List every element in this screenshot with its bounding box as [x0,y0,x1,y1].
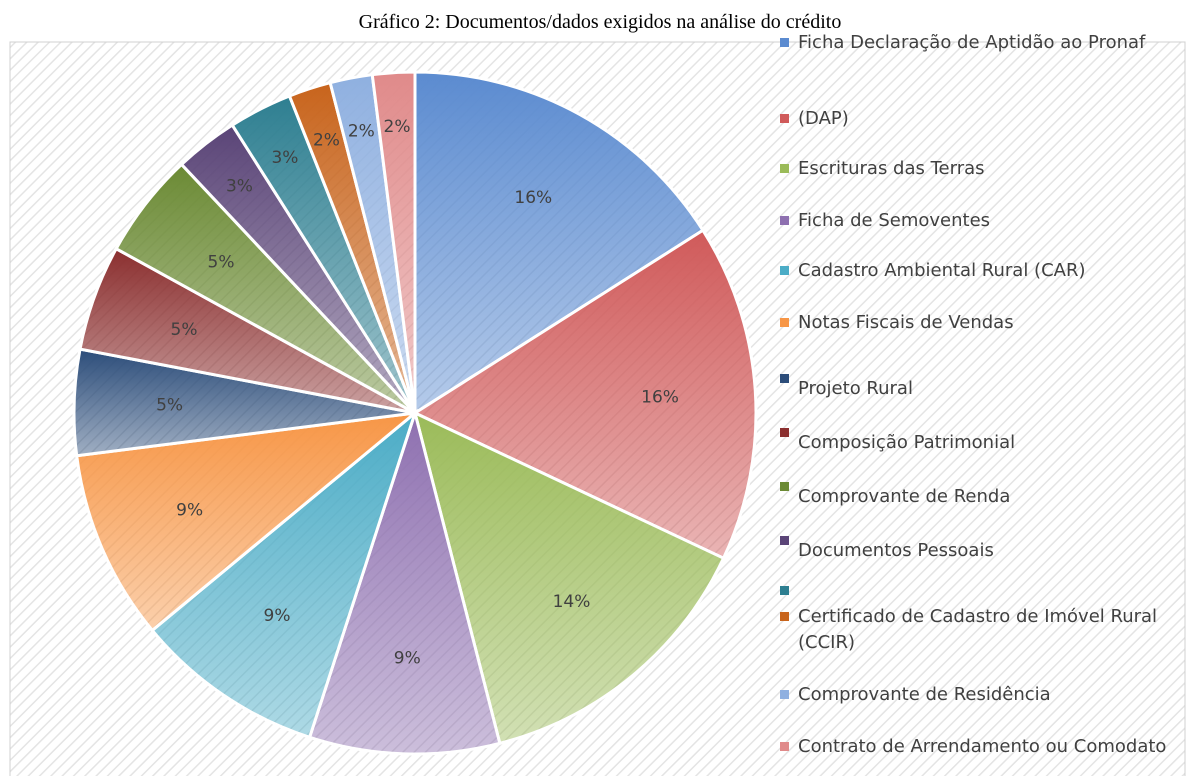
data-label: 5% [171,320,198,340]
legend-swatch [780,586,789,595]
legend-swatch [780,482,789,491]
legend-entry: Composição Patrimonial [780,420,1180,456]
legend-label: Documentos Pessoais [798,540,994,561]
legend-label: Comprovante de Residência [798,684,1051,705]
legend-label: Composição Patrimonial [798,432,1016,453]
data-label: 2% [384,117,411,137]
chart-title: Gráfico 2: Documentos/dados exigidos na … [359,11,842,33]
legend-entry: Projeto Rural [780,366,1180,402]
legend-label: Escrituras das Terras [798,158,985,179]
legend-swatch [780,690,789,699]
legend-swatch [780,742,789,751]
legend-entry: Notas Fiscais de Vendas [780,310,1180,336]
legend-swatch [780,318,789,327]
legend-entry: Comprovante de Residência [780,682,1180,708]
data-label: 9% [176,501,203,521]
data-label: 5% [156,395,183,415]
pie-slice [413,70,705,416]
data-label: 2% [313,131,340,151]
legend-label: Cadastro Ambiental Rural (CAR) [798,260,1086,281]
legend-entry: Cadastro Ambiental Rural (CAR) [780,258,1180,284]
legend-label: Certificado de Cadastro de Imóvel Rural … [798,606,1158,653]
legend-label: (DAP) [798,108,849,129]
legend-entry: Documentos Pessoais [780,528,1180,564]
pie-slice [412,410,726,746]
legend-swatch [780,114,789,123]
legend-swatch [780,374,789,383]
data-label: 9% [394,648,421,668]
legend-entry: Certificado de Cadastro de Imóvel Rural … [780,604,1180,656]
legend-swatch [780,266,789,275]
pie-slice [307,407,502,756]
data-label: 16% [641,388,679,408]
legend-entry: (DAP) [780,106,1180,132]
pie-slice [411,228,758,561]
legend-label: Contrato de Arrendamento ou Comodato [798,736,1167,757]
legend-label: Notas Fiscais de Vendas [798,312,1014,333]
legend-swatch [780,38,789,47]
legend-label: Ficha Declaração de Aptidão ao Pronaf [798,32,1146,53]
legend-entry: Ficha de Semoventes [780,208,1180,234]
legend-entry: Escrituras das Terras [780,156,1180,182]
legend-swatch [780,536,789,545]
data-label: 5% [208,253,235,273]
pie-slice [370,70,417,414]
pie-slice [75,410,420,633]
data-label: 3% [271,148,298,168]
data-label: 9% [264,606,291,626]
data-label: 3% [226,177,253,197]
data-label: 14% [553,592,591,612]
data-label: 16% [514,188,552,208]
legend-label: Ficha de Semoventes [798,210,991,231]
legend-entry: Comprovante de Renda [780,474,1180,510]
data-label: 2% [348,122,375,142]
pie-slice [150,408,419,740]
legend-label: Comprovante de Renda [798,486,1011,507]
legend-label: Projeto Rural [798,378,913,399]
legend-swatch [780,612,789,621]
legend-entry: Ficha Declaração de Aptidão ao Pronaf [780,30,1180,56]
legend-swatch [780,164,789,173]
legend-entry: Contrato de Arrendamento ou Comodato [780,734,1180,760]
legend-swatch [780,216,789,225]
legend-swatch [780,428,789,437]
